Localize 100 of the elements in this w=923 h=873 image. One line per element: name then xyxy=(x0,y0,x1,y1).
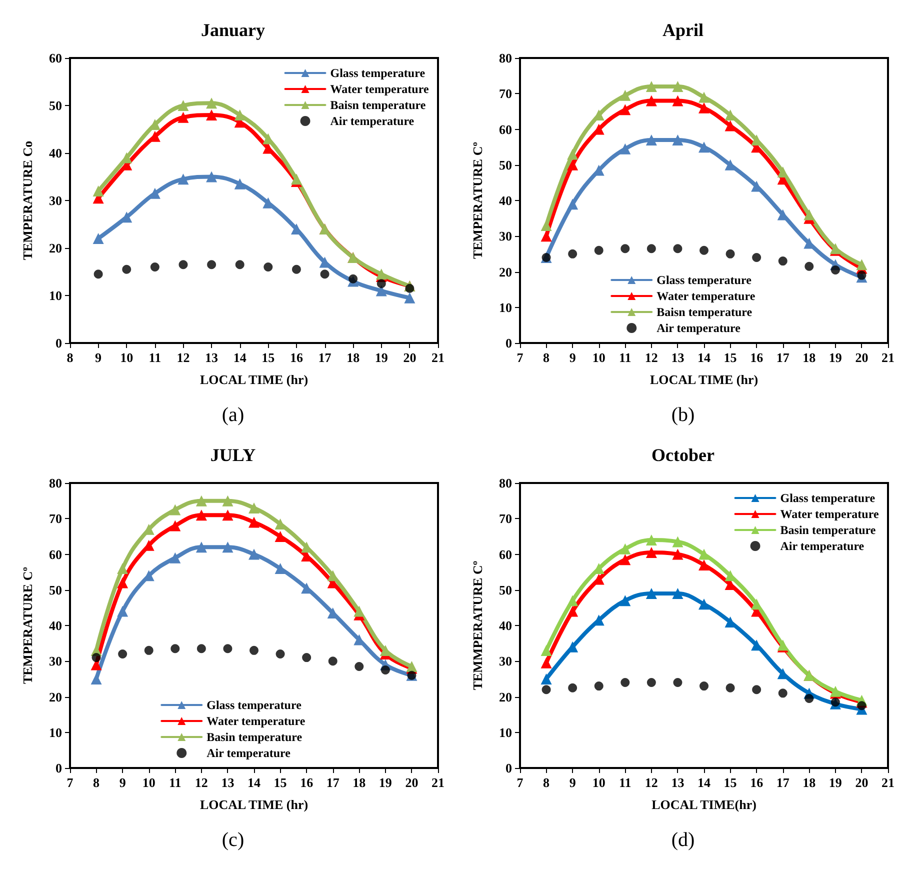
legend-label: Air temperature xyxy=(656,321,742,335)
y-tick-label: 30 xyxy=(49,654,62,669)
y-tick-label: 80 xyxy=(49,476,62,490)
x-tick-label: 9 xyxy=(119,775,126,790)
y-tick-label: 60 xyxy=(499,122,512,137)
x-tick-label: 12 xyxy=(644,775,658,790)
x-tick-label: 9 xyxy=(569,350,576,365)
y-tick-label: 20 xyxy=(499,689,512,704)
y-axis-title: TEMPERATURE Cº xyxy=(470,142,485,260)
x-axis-title: LOCAL TIME (hr) xyxy=(650,372,758,387)
y-tick-label: 30 xyxy=(499,654,512,669)
chart-title: JULY xyxy=(210,445,256,465)
x-tick-label: 14 xyxy=(233,350,247,365)
y-tick-label: 30 xyxy=(499,228,512,244)
x-tick-label: 20 xyxy=(855,350,868,365)
x-tick-label: 19 xyxy=(378,775,392,790)
y-tick-label: 80 xyxy=(499,476,512,490)
chart-title: January xyxy=(200,20,266,40)
legend-label: Water temperature xyxy=(330,82,430,96)
x-tick-label: 14 xyxy=(698,350,711,365)
x-tick-label: 21 xyxy=(432,350,444,365)
x-tick-label: 7 xyxy=(516,350,524,365)
y-tick-label: 50 xyxy=(49,98,62,113)
y-tick-label: 0 xyxy=(506,336,512,350)
y-tick-label: 20 xyxy=(49,689,62,704)
x-tick-label: 11 xyxy=(148,350,162,365)
y-axis-title: TEMMPERATURE Cº xyxy=(470,560,485,690)
x-tick-label: 7 xyxy=(516,775,524,790)
text: (c) xyxy=(222,829,244,851)
y-axis-title: TEMPERATURE Cº xyxy=(20,566,35,684)
x-tick-label: 11 xyxy=(618,350,632,365)
x-axis-title: LOCAL TIME (hr) xyxy=(200,797,308,812)
x-tick-label: 8 xyxy=(66,350,74,365)
legend-label: Water temperature xyxy=(780,507,880,521)
x-tick-label: 17 xyxy=(776,350,790,365)
x-tick-label: 19 xyxy=(828,350,842,365)
x-tick-label: 14 xyxy=(248,775,261,790)
x-tick-label: 17 xyxy=(776,775,790,790)
x-tick-label: 11 xyxy=(168,775,182,790)
legend-label: Glass temperature xyxy=(780,491,876,505)
x-tick-label: 8 xyxy=(543,775,550,790)
y-tick-label: 30 xyxy=(49,193,62,208)
y-tick-label: 40 xyxy=(499,193,512,208)
x-tick-label: 13 xyxy=(205,350,219,365)
legend-label: Air temperature xyxy=(330,114,415,128)
y-tick-label: 50 xyxy=(499,157,512,172)
legend-label: Air temperature xyxy=(780,539,865,553)
x-tick-label: 10 xyxy=(142,775,156,790)
x-tick-label: 12 xyxy=(194,775,208,790)
y-tick-label: 70 xyxy=(49,511,62,526)
text: (a) xyxy=(222,404,244,426)
x-axis-title: LOCAL TIME(hr) xyxy=(652,797,756,812)
legend-label: Glass temperature xyxy=(330,66,426,80)
legend-label: Basin temperature xyxy=(780,523,876,537)
x-tick-label: 21 xyxy=(882,775,894,790)
x-tick-label: 17 xyxy=(326,775,340,790)
y-tick-label: 20 xyxy=(499,264,512,280)
y-tick-label: 10 xyxy=(499,724,512,740)
x-tick-label: 19 xyxy=(828,775,842,790)
text: (d) xyxy=(671,829,695,851)
y-tick-label: 40 xyxy=(49,146,62,160)
legend-label: Basin temperature xyxy=(206,730,303,744)
x-tick-label: 15 xyxy=(724,350,738,365)
y-tick-label: 70 xyxy=(499,511,512,526)
y-tick-label: 50 xyxy=(49,582,62,598)
x-tick-label: 13 xyxy=(671,350,685,365)
x-tick-label: 12 xyxy=(644,350,658,365)
x-tick-label: 20 xyxy=(403,350,416,365)
x-tick-label: 20 xyxy=(405,775,418,790)
y-tick-label: 60 xyxy=(499,546,512,562)
x-tick-label: 15 xyxy=(274,775,288,790)
y-tick-label: 60 xyxy=(49,50,62,66)
y-tick-label: 40 xyxy=(499,618,512,633)
x-tick-label: 7 xyxy=(66,775,74,790)
x-tick-label: 13 xyxy=(221,775,235,790)
legend-label: Baisn temperature xyxy=(656,305,753,319)
y-axis-title: TEMPERATURE Co xyxy=(20,140,35,260)
x-tick-label: 21 xyxy=(882,350,894,365)
chart-title: April xyxy=(662,20,704,40)
x-tick-label: 18 xyxy=(346,350,360,365)
x-tick-label: 21 xyxy=(432,775,444,790)
x-tick-label: 17 xyxy=(318,350,332,365)
x-tick-label: 18 xyxy=(802,775,816,790)
y-tick-label: 10 xyxy=(49,288,62,303)
y-tick-label: 10 xyxy=(49,724,62,740)
legend-label: Glass temperature xyxy=(206,698,302,712)
x-tick-label: 10 xyxy=(120,350,134,365)
legend-label: Baisn temperature xyxy=(330,98,426,112)
x-tick-label: 16 xyxy=(750,350,764,365)
legend-label: Water temperature xyxy=(206,714,306,728)
x-tick-label: 16 xyxy=(750,775,764,790)
y-tick-label: 60 xyxy=(49,546,62,562)
x-tick-label: 18 xyxy=(352,775,366,790)
y-tick-label: 50 xyxy=(499,582,512,598)
legend-label: Water temperature xyxy=(656,289,756,303)
x-tick-label: 15 xyxy=(724,775,738,790)
x-tick-label: 12 xyxy=(176,350,190,365)
x-tick-label: 9 xyxy=(95,350,102,365)
x-tick-label: 8 xyxy=(543,350,550,365)
legend-label: Glass temperature xyxy=(656,273,752,287)
